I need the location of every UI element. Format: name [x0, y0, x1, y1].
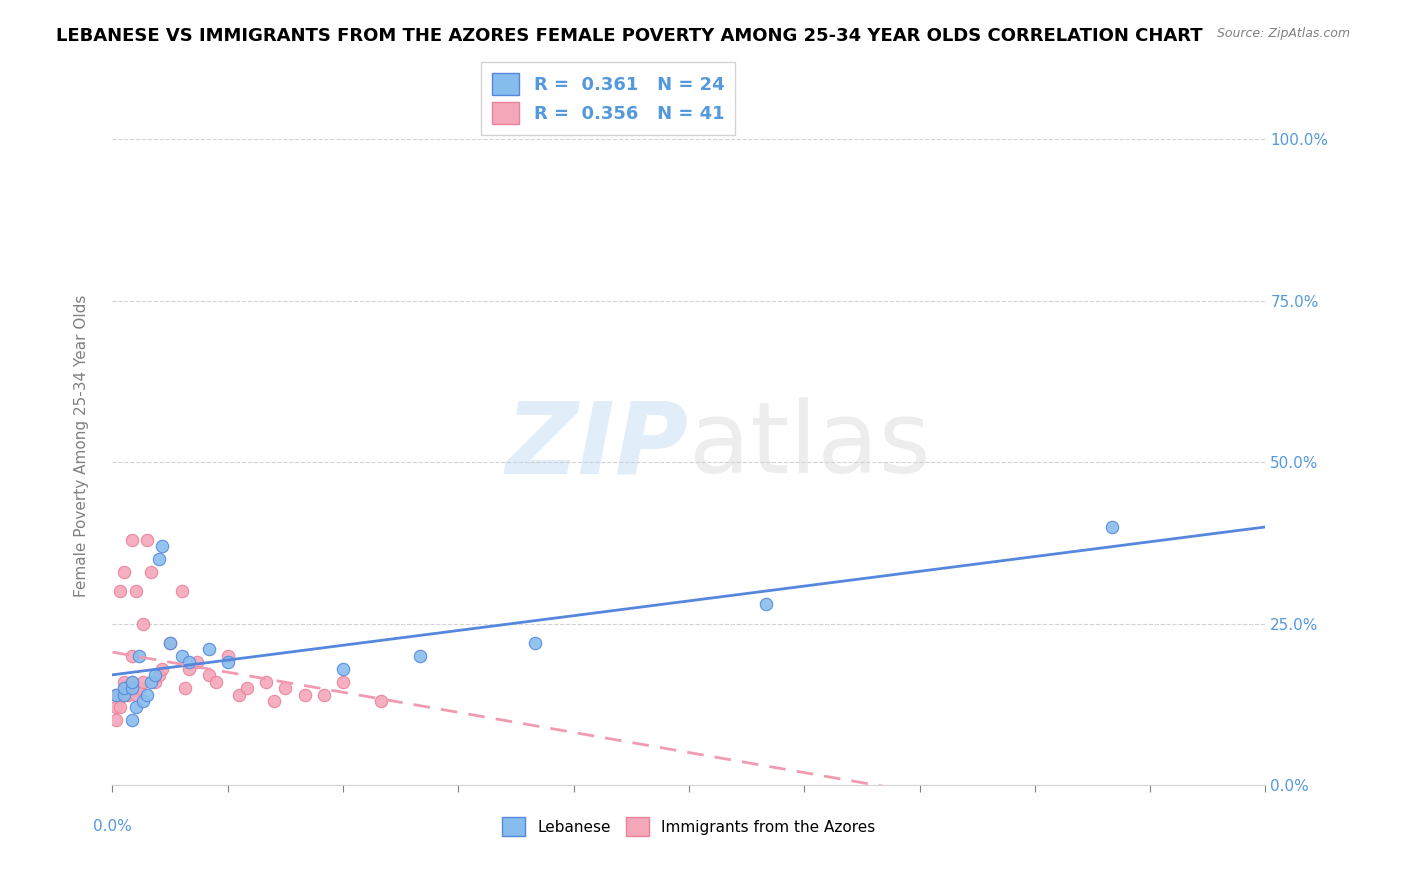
Point	[112, 688, 135, 702]
Point	[108, 584, 131, 599]
Text: 0.0%: 0.0%	[93, 819, 132, 834]
Point	[148, 668, 170, 682]
Point	[143, 668, 166, 682]
Point	[105, 688, 128, 702]
Point	[124, 584, 146, 599]
Point	[121, 714, 143, 728]
Point	[132, 694, 155, 708]
Point	[179, 662, 201, 676]
Point	[136, 533, 159, 547]
Point	[228, 688, 250, 702]
Point	[117, 681, 139, 695]
Point	[112, 565, 135, 579]
Text: LEBANESE VS IMMIGRANTS FROM THE AZORES FEMALE POVERTY AMONG 25-34 YEAR OLDS CORR: LEBANESE VS IMMIGRANTS FROM THE AZORES F…	[56, 27, 1204, 45]
Point	[105, 700, 128, 714]
Text: Source: ZipAtlas.com: Source: ZipAtlas.com	[1216, 27, 1350, 40]
Point	[108, 700, 131, 714]
Point	[174, 681, 197, 695]
Point	[152, 662, 174, 676]
Point	[139, 674, 162, 689]
Point	[332, 662, 354, 676]
Point	[128, 648, 150, 663]
Point	[159, 636, 181, 650]
Point	[274, 681, 297, 695]
Point	[143, 674, 166, 689]
Point	[217, 648, 239, 663]
Point	[112, 681, 135, 695]
Point	[148, 552, 170, 566]
Point	[121, 648, 143, 663]
Point	[105, 688, 128, 702]
Point	[117, 688, 139, 702]
Point	[254, 674, 277, 689]
Point	[108, 688, 131, 702]
Point	[186, 655, 208, 669]
Point	[409, 648, 432, 663]
Point	[332, 674, 354, 689]
Point	[170, 584, 193, 599]
Point	[112, 688, 135, 702]
Point	[112, 674, 135, 689]
Point	[217, 655, 239, 669]
Point	[139, 565, 162, 579]
Point	[205, 674, 228, 689]
Point	[124, 700, 146, 714]
Point	[263, 694, 285, 708]
Point	[124, 688, 146, 702]
Point	[370, 694, 392, 708]
Point	[294, 688, 316, 702]
Point	[128, 681, 150, 695]
Point	[132, 674, 155, 689]
Point	[121, 533, 143, 547]
Point	[755, 597, 778, 611]
Point	[1101, 519, 1123, 533]
Point	[152, 539, 174, 553]
Point	[121, 674, 143, 689]
Point	[121, 674, 143, 689]
Point	[121, 681, 143, 695]
Point	[159, 636, 181, 650]
Text: atlas: atlas	[689, 398, 931, 494]
Point	[236, 681, 259, 695]
Legend: Lebanese, Immigrants from the Azores: Lebanese, Immigrants from the Azores	[494, 808, 884, 845]
Point	[136, 688, 159, 702]
Point	[170, 648, 193, 663]
Text: ZIP: ZIP	[506, 398, 689, 494]
Y-axis label: Female Poverty Among 25-34 Year Olds: Female Poverty Among 25-34 Year Olds	[75, 295, 89, 597]
Point	[197, 668, 219, 682]
Point	[524, 636, 547, 650]
Point	[132, 616, 155, 631]
Point	[197, 642, 219, 657]
Point	[179, 655, 201, 669]
Point	[105, 714, 128, 728]
Point	[312, 688, 335, 702]
